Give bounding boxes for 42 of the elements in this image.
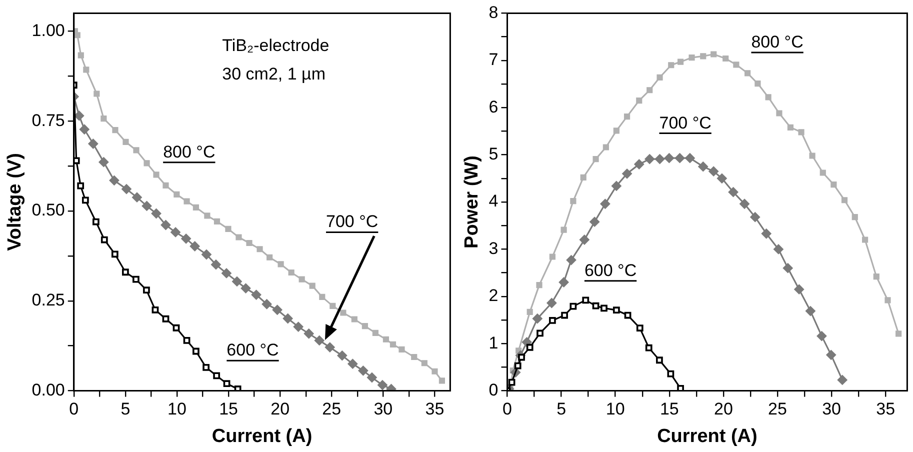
y-tick-label: 1.00 <box>32 20 65 40</box>
x-axis-title: Current (A) <box>657 426 758 447</box>
y-tick-label: 4 <box>488 192 498 211</box>
y-tick-label: 5 <box>488 144 498 164</box>
x-tick-label: 10 <box>606 400 625 419</box>
x-tick-label: 30 <box>822 400 841 419</box>
annotation: 700 °C <box>326 212 378 232</box>
annotation: 600 °C <box>584 260 637 280</box>
x-tick-label: 5 <box>120 400 130 419</box>
y-tick-label: 3 <box>488 238 498 258</box>
y-axis-title: Power (W) <box>462 156 483 248</box>
x-tick-label: 0 <box>502 400 512 419</box>
y-tick-label: 0.50 <box>32 200 65 220</box>
x-tick-label: 20 <box>270 400 290 419</box>
y-tick-label: 0.25 <box>32 290 65 310</box>
y-tick-label: 0.75 <box>32 110 65 130</box>
x-tick-label: 10 <box>168 400 186 419</box>
x-tick-label: 35 <box>876 400 896 419</box>
y-tick-label: 0 <box>488 380 498 400</box>
y-tick-label: 7 <box>488 50 498 70</box>
x-tick-label: 0 <box>69 400 79 419</box>
y-tick-label: 1 <box>488 333 498 352</box>
x-tick-label: 25 <box>322 400 342 419</box>
y-axis-title: Voltage (V) <box>4 153 26 251</box>
y-tick-label: 0.00 <box>32 380 65 400</box>
x-tick-label: 35 <box>425 400 444 419</box>
annotation: 700 °C <box>659 113 712 132</box>
x-tick-label: 25 <box>768 400 787 419</box>
annotation: 600 °C <box>226 340 279 360</box>
x-tick-label: 20 <box>714 400 733 419</box>
x-tick-label: 15 <box>219 400 238 419</box>
x-tick-label: 15 <box>660 400 679 419</box>
y-tick-label: 2 <box>488 286 498 306</box>
x-tick-label: 30 <box>374 400 393 419</box>
y-tick-label: 6 <box>488 97 498 116</box>
y-tick-label: 8 <box>488 2 498 22</box>
annotation: 800 °C <box>751 32 804 52</box>
annotation: 30 cm2, 1 µm <box>222 64 326 84</box>
x-axis-title: Current (A) <box>212 426 312 447</box>
x-tick-label: 5 <box>556 400 566 419</box>
annotation: 800 °C <box>163 142 216 162</box>
annotation: TiB₂-electrode <box>222 36 330 55</box>
